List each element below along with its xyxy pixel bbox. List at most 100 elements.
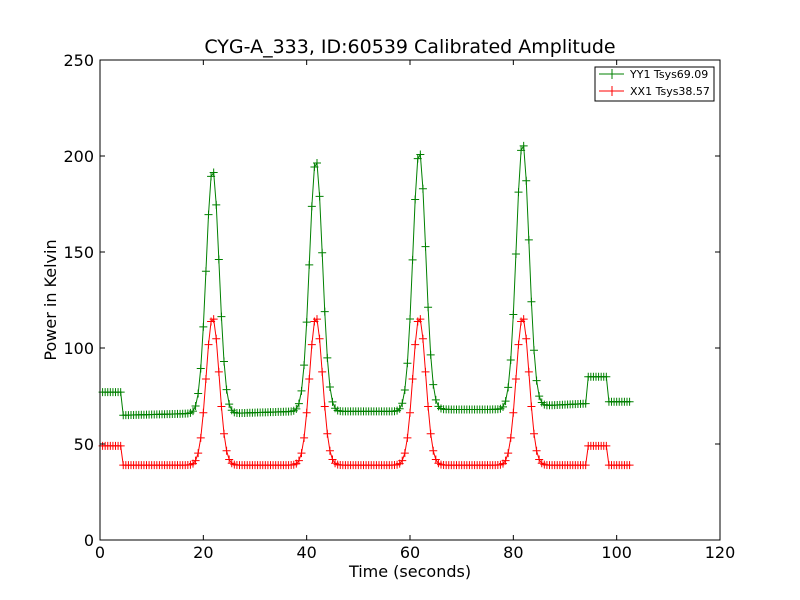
data-point bbox=[400, 449, 409, 458]
data-point bbox=[196, 364, 205, 373]
data-point bbox=[519, 141, 528, 150]
x-axis-label: Time (seconds) bbox=[348, 562, 471, 581]
data-point bbox=[514, 188, 523, 197]
data-point bbox=[313, 315, 321, 324]
series-1 bbox=[98, 141, 634, 420]
data-point bbox=[517, 146, 526, 155]
legend-label-yy1: YY1 Tsys69.09 bbox=[629, 68, 708, 81]
data-point bbox=[406, 314, 414, 323]
data-point bbox=[522, 176, 531, 185]
data-point bbox=[116, 441, 125, 450]
data-point bbox=[431, 395, 440, 404]
legend-box bbox=[594, 66, 715, 102]
x-tick-label: 120 bbox=[705, 543, 736, 562]
series-layer bbox=[98, 141, 634, 470]
data-point bbox=[302, 408, 311, 417]
data-point bbox=[581, 399, 590, 408]
data-point bbox=[501, 397, 510, 406]
data-point bbox=[300, 433, 309, 442]
data-point bbox=[506, 433, 515, 442]
data-point bbox=[429, 380, 438, 389]
data-point bbox=[514, 340, 523, 349]
data-point bbox=[398, 456, 407, 465]
data-point bbox=[222, 385, 231, 394]
data-point bbox=[408, 255, 417, 264]
ticks-layer: 0 20 40 60 80 100 120 0 50 100 150 200 250 bbox=[63, 51, 735, 562]
data-point bbox=[300, 361, 309, 370]
data-point bbox=[313, 159, 321, 168]
data-point bbox=[535, 392, 544, 401]
data-point bbox=[532, 376, 541, 385]
data-point bbox=[413, 154, 422, 163]
data-point bbox=[602, 372, 611, 381]
data-point bbox=[398, 399, 407, 408]
data-point bbox=[199, 408, 208, 417]
data-point bbox=[220, 429, 228, 438]
data-point bbox=[305, 260, 314, 269]
data-point bbox=[214, 367, 223, 376]
data-point bbox=[318, 248, 327, 257]
data-point bbox=[527, 402, 536, 411]
data-point bbox=[426, 429, 435, 438]
data-point bbox=[411, 195, 420, 204]
data-point bbox=[511, 375, 520, 384]
data-point bbox=[400, 386, 409, 395]
data-point bbox=[116, 388, 125, 397]
data-point bbox=[511, 249, 520, 258]
data-point bbox=[429, 446, 438, 455]
legend-marker-yy1 bbox=[607, 69, 617, 79]
data-point bbox=[320, 307, 329, 316]
x-tick-label: 40 bbox=[296, 543, 316, 562]
data-point bbox=[418, 184, 427, 193]
data-point bbox=[201, 375, 210, 384]
data-point bbox=[522, 334, 531, 343]
y-tick-label: 200 bbox=[63, 147, 94, 166]
data-point bbox=[581, 461, 590, 470]
data-point bbox=[524, 235, 533, 244]
data-point bbox=[530, 346, 538, 355]
data-point bbox=[325, 382, 334, 391]
y-tick-label: 50 bbox=[74, 435, 94, 454]
y-tick-label: 100 bbox=[63, 339, 94, 358]
data-point bbox=[212, 334, 221, 343]
data-point bbox=[499, 402, 507, 411]
x-tick-label: 20 bbox=[193, 543, 213, 562]
data-point bbox=[424, 303, 433, 312]
data-point bbox=[294, 399, 303, 408]
data-point bbox=[504, 383, 513, 392]
data-point bbox=[196, 433, 205, 442]
data-point bbox=[194, 389, 203, 398]
data-point bbox=[199, 322, 208, 331]
data-point bbox=[297, 449, 306, 458]
data-point bbox=[527, 297, 536, 306]
data-point bbox=[222, 446, 231, 455]
chart-title: CYG-A_333, ID:60539 Calibrated Amplitude bbox=[204, 36, 615, 58]
plot-area bbox=[100, 60, 720, 540]
data-point bbox=[320, 402, 329, 411]
data-point bbox=[323, 429, 332, 438]
data-point bbox=[421, 367, 430, 376]
data-point bbox=[524, 367, 533, 376]
legend: YY1 Tsys69.09 XX1 Tsys38.57 bbox=[594, 66, 715, 102]
y-tick-label: 250 bbox=[63, 51, 94, 70]
data-point bbox=[212, 200, 221, 209]
legend-marker-xx1 bbox=[607, 86, 617, 96]
data-point bbox=[602, 441, 611, 450]
data-point bbox=[217, 402, 226, 411]
data-point bbox=[530, 429, 538, 438]
data-point bbox=[509, 408, 518, 417]
x-tick-label: 80 bbox=[503, 543, 523, 562]
data-point bbox=[191, 456, 200, 465]
x-tick-label: 100 bbox=[601, 543, 632, 562]
data-point bbox=[209, 315, 218, 324]
data-point bbox=[532, 446, 541, 455]
data-point bbox=[509, 310, 518, 319]
data-point bbox=[625, 397, 634, 406]
data-point bbox=[325, 446, 334, 455]
data-point bbox=[214, 255, 223, 264]
data-point bbox=[302, 318, 311, 327]
data-point bbox=[426, 350, 435, 359]
data-point bbox=[421, 242, 430, 251]
data-point bbox=[220, 357, 228, 366]
